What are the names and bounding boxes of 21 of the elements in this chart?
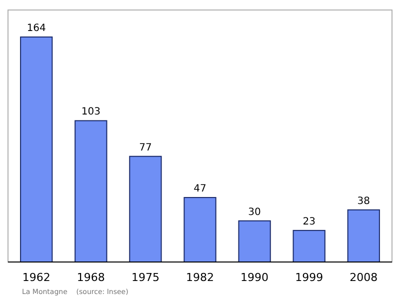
data-label: 30 bbox=[248, 206, 261, 218]
bar bbox=[238, 220, 271, 262]
x-tick-label: 1982 bbox=[186, 271, 214, 284]
bar bbox=[347, 209, 380, 262]
data-label: 23 bbox=[302, 216, 316, 228]
x-tick-label: 1962 bbox=[22, 271, 50, 284]
bar bbox=[292, 230, 326, 262]
data-label: 38 bbox=[357, 196, 370, 207]
x-tick-label: 1975 bbox=[131, 271, 160, 284]
bar bbox=[74, 120, 108, 262]
bar bbox=[129, 156, 162, 262]
data-label: 77 bbox=[139, 142, 152, 154]
data-label: 103 bbox=[81, 106, 100, 118]
data-label: 47 bbox=[194, 184, 206, 195]
bar bbox=[20, 36, 53, 262]
data-label: 164 bbox=[26, 23, 46, 34]
x-tick-label: 1999 bbox=[295, 271, 324, 284]
x-tick-label: 1968 bbox=[76, 271, 105, 284]
bar bbox=[184, 197, 216, 262]
x-tick-label: 2008 bbox=[350, 271, 378, 284]
x-tick-label: 1990 bbox=[240, 271, 269, 284]
